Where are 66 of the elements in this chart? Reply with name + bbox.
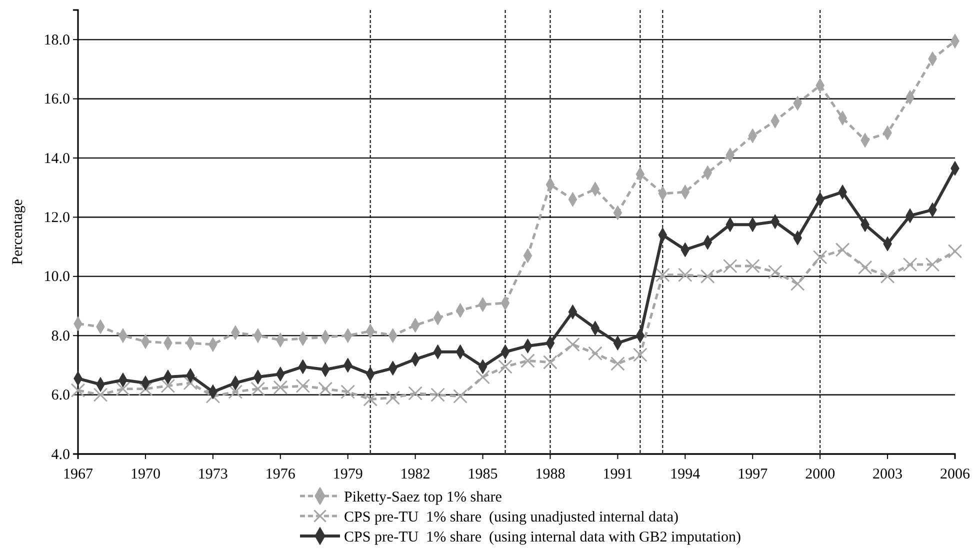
legend-label: Piketty-Saez top 1% share [344, 489, 502, 506]
point [138, 382, 153, 396]
x-tick-label: 1970 [130, 466, 160, 482]
point [588, 346, 602, 361]
x-tick-label: 1994 [670, 466, 701, 482]
point [116, 382, 130, 396]
x-tick-label: 2006 [940, 466, 970, 482]
point [722, 258, 738, 274]
point [745, 258, 760, 274]
y-tick-label: 10.0 [44, 269, 70, 286]
point [655, 268, 670, 282]
point [610, 356, 625, 371]
x-tick-label: 1973 [198, 466, 228, 482]
point [632, 348, 648, 362]
point [880, 269, 895, 284]
x-tick-label: 1988 [535, 466, 566, 482]
point [250, 382, 266, 396]
point [228, 384, 243, 400]
point [498, 359, 512, 374]
x-tick-label: 1997 [738, 466, 768, 482]
point [678, 268, 692, 282]
point [206, 389, 220, 404]
y-tick-label: 16.0 [44, 92, 70, 108]
point [902, 257, 918, 272]
point [160, 378, 176, 394]
point [858, 260, 872, 275]
x-tick-label: 2000 [805, 466, 836, 482]
y-axis-title: Percentage [10, 198, 26, 265]
y-tick-label: 14.0 [44, 150, 70, 167]
y-tick-label: 18.0 [44, 32, 70, 48]
x-tick-label: 1982 [400, 466, 430, 482]
y-tick-label: 4.0 [51, 446, 70, 463]
x-tick-label: 1976 [265, 466, 296, 482]
point [790, 276, 805, 291]
legend-label: CPS pre-TU 1% share (using unadjusted internal data) [344, 509, 679, 526]
point [340, 384, 356, 400]
y-tick-label: 6.0 [51, 388, 70, 404]
point [386, 390, 400, 405]
point [296, 378, 310, 394]
point [925, 257, 940, 272]
point [835, 242, 850, 257]
point [183, 376, 198, 390]
point [812, 250, 828, 264]
y-tick-label: 8.0 [51, 328, 70, 344]
point [453, 389, 468, 404]
x-tick-label: 1979 [332, 466, 363, 482]
point [318, 382, 333, 396]
point [70, 383, 86, 398]
point [566, 337, 580, 352]
point [93, 388, 108, 402]
legend-label: CPS pre-TU 1% share (using internal data with GB2 imputation) [344, 529, 742, 546]
point [948, 244, 962, 258]
point [273, 380, 288, 395]
y-tick-label: 12.0 [44, 210, 70, 226]
x-tick-label: 1985 [468, 466, 498, 482]
point [476, 370, 490, 384]
point [768, 264, 782, 280]
x-tick-label: 2003 [872, 466, 903, 482]
point [430, 388, 445, 402]
point [700, 269, 715, 284]
x-tick-label: 1967 [63, 466, 94, 482]
point [520, 354, 535, 368]
x-tick-label: 1991 [602, 466, 633, 482]
point [408, 386, 422, 401]
point [543, 355, 558, 370]
point [363, 392, 378, 406]
